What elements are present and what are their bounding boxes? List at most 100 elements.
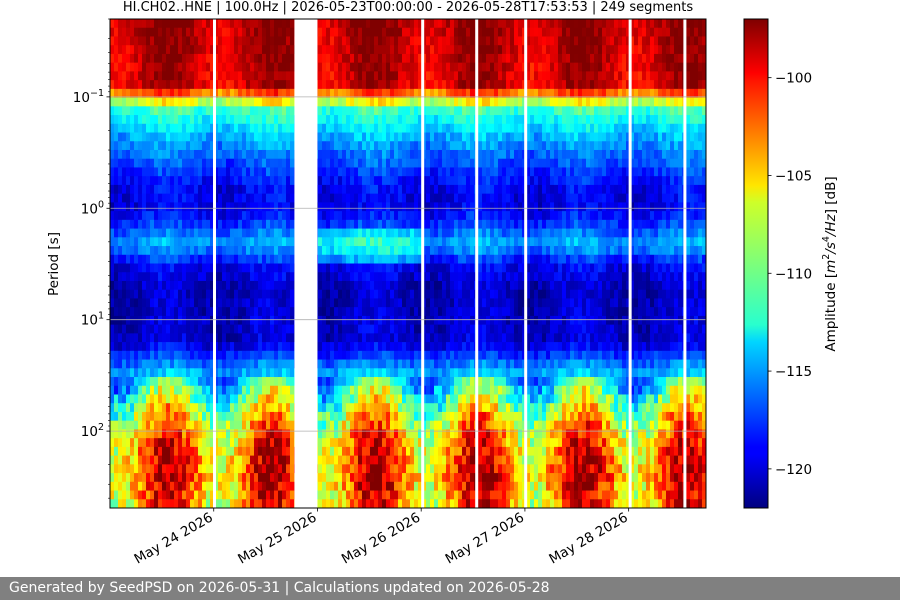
heatmap-cell	[398, 184, 403, 195]
heatmap-cell	[458, 438, 463, 448]
heatmap-cell	[322, 263, 327, 273]
heatmap-cell	[194, 19, 199, 29]
heatmap-cell	[410, 202, 415, 212]
heatmap-cell	[390, 280, 395, 291]
heatmap-cell	[270, 106, 275, 116]
heatmap-cell	[250, 141, 255, 151]
heatmap-cell	[262, 394, 267, 404]
heatmap-cell	[270, 193, 275, 203]
heatmap-cell	[142, 149, 147, 160]
heatmap-cell	[162, 359, 167, 369]
heatmap-cell	[442, 429, 447, 439]
heatmap-cell	[270, 464, 275, 474]
heatmap-cell	[118, 403, 123, 413]
heatmap-cell	[110, 411, 115, 422]
heatmap-cell	[254, 280, 259, 291]
heatmap-cell	[194, 254, 199, 264]
heatmap-cell	[246, 36, 251, 46]
heatmap-cell	[206, 377, 211, 387]
heatmap-cell	[246, 184, 251, 195]
heatmap-cell	[274, 149, 279, 160]
heatmap-cell	[346, 411, 351, 422]
heatmap-cell	[206, 176, 211, 186]
heatmap-cell	[238, 481, 243, 492]
heatmap-cell	[434, 132, 439, 142]
heatmap-cell	[234, 176, 239, 186]
heatmap-cell	[126, 115, 131, 125]
heatmap-cell	[170, 254, 175, 264]
heatmap-cell	[278, 158, 283, 168]
heatmap-cell	[290, 254, 295, 264]
heatmap-cell	[190, 298, 195, 308]
heatmap-cell	[406, 342, 411, 352]
heatmap-cell	[386, 202, 391, 212]
heatmap-cell	[178, 158, 183, 168]
heatmap-cell	[146, 36, 151, 46]
heatmap-cell	[174, 115, 179, 125]
heatmap-cell	[414, 27, 419, 37]
heatmap-cell	[394, 411, 399, 422]
heatmap-cell	[126, 106, 131, 116]
heatmap-cell	[366, 19, 371, 29]
heatmap-cell	[230, 464, 235, 474]
heatmap-cell	[250, 473, 255, 483]
heatmap-cell	[150, 385, 155, 395]
heatmap-cell	[210, 350, 215, 361]
heatmap-cell	[130, 420, 135, 430]
heatmap-cell	[178, 438, 183, 448]
heatmap-cell	[262, 333, 267, 343]
heatmap-cell	[386, 490, 391, 500]
heatmap-cell	[134, 481, 139, 492]
heatmap-cell	[354, 315, 359, 326]
heatmap-cell	[370, 464, 375, 474]
heatmap-cell	[130, 315, 135, 326]
heatmap-cell	[382, 368, 387, 378]
heatmap-cell	[190, 19, 195, 29]
heatmap-cell	[250, 272, 255, 282]
heatmap-cell	[222, 176, 227, 186]
heatmap-cell	[246, 342, 251, 352]
heatmap-cell	[438, 36, 443, 46]
heatmap-cell	[446, 88, 451, 99]
heatmap-cell	[262, 438, 267, 448]
heatmap-cell	[158, 342, 163, 352]
heatmap-cell	[410, 403, 415, 413]
heatmap-cell	[254, 464, 259, 474]
heatmap-cell	[454, 342, 459, 352]
heatmap-cell	[122, 176, 127, 186]
heatmap-cell	[258, 158, 263, 168]
heatmap-cell	[178, 36, 183, 46]
heatmap-cell	[422, 280, 427, 291]
heatmap-cell	[342, 429, 347, 439]
heatmap-cell	[382, 202, 387, 212]
heatmap-cell	[350, 36, 355, 46]
heatmap-cell	[146, 45, 151, 55]
heatmap-cell	[186, 254, 191, 264]
heatmap-cell	[362, 289, 367, 299]
heatmap-cell	[262, 350, 267, 361]
heatmap-cell	[318, 184, 323, 195]
heatmap-cell	[282, 88, 287, 99]
heatmap-cell	[326, 228, 331, 238]
heatmap-cell	[366, 167, 371, 177]
heatmap-cell	[406, 106, 411, 116]
heatmap-cell	[378, 333, 383, 343]
heatmap-cell	[174, 62, 179, 72]
heatmap-cell	[218, 490, 223, 500]
heatmap-cell	[138, 499, 143, 509]
heatmap-cell	[186, 97, 191, 107]
heatmap-cell	[286, 315, 291, 326]
heatmap-cell	[186, 45, 191, 55]
heatmap-cell	[358, 315, 363, 326]
heatmap-cell	[202, 438, 207, 448]
heatmap-cell	[162, 88, 167, 99]
heatmap-cell	[234, 394, 239, 404]
heatmap-cell	[446, 123, 451, 134]
heatmap-cell	[462, 254, 467, 264]
heatmap-cell	[110, 272, 115, 282]
heatmap-cell	[438, 263, 443, 273]
heatmap-cell	[126, 359, 131, 369]
heatmap-cell	[326, 62, 331, 72]
heatmap-cell	[434, 446, 439, 457]
heatmap-cell	[234, 237, 239, 247]
